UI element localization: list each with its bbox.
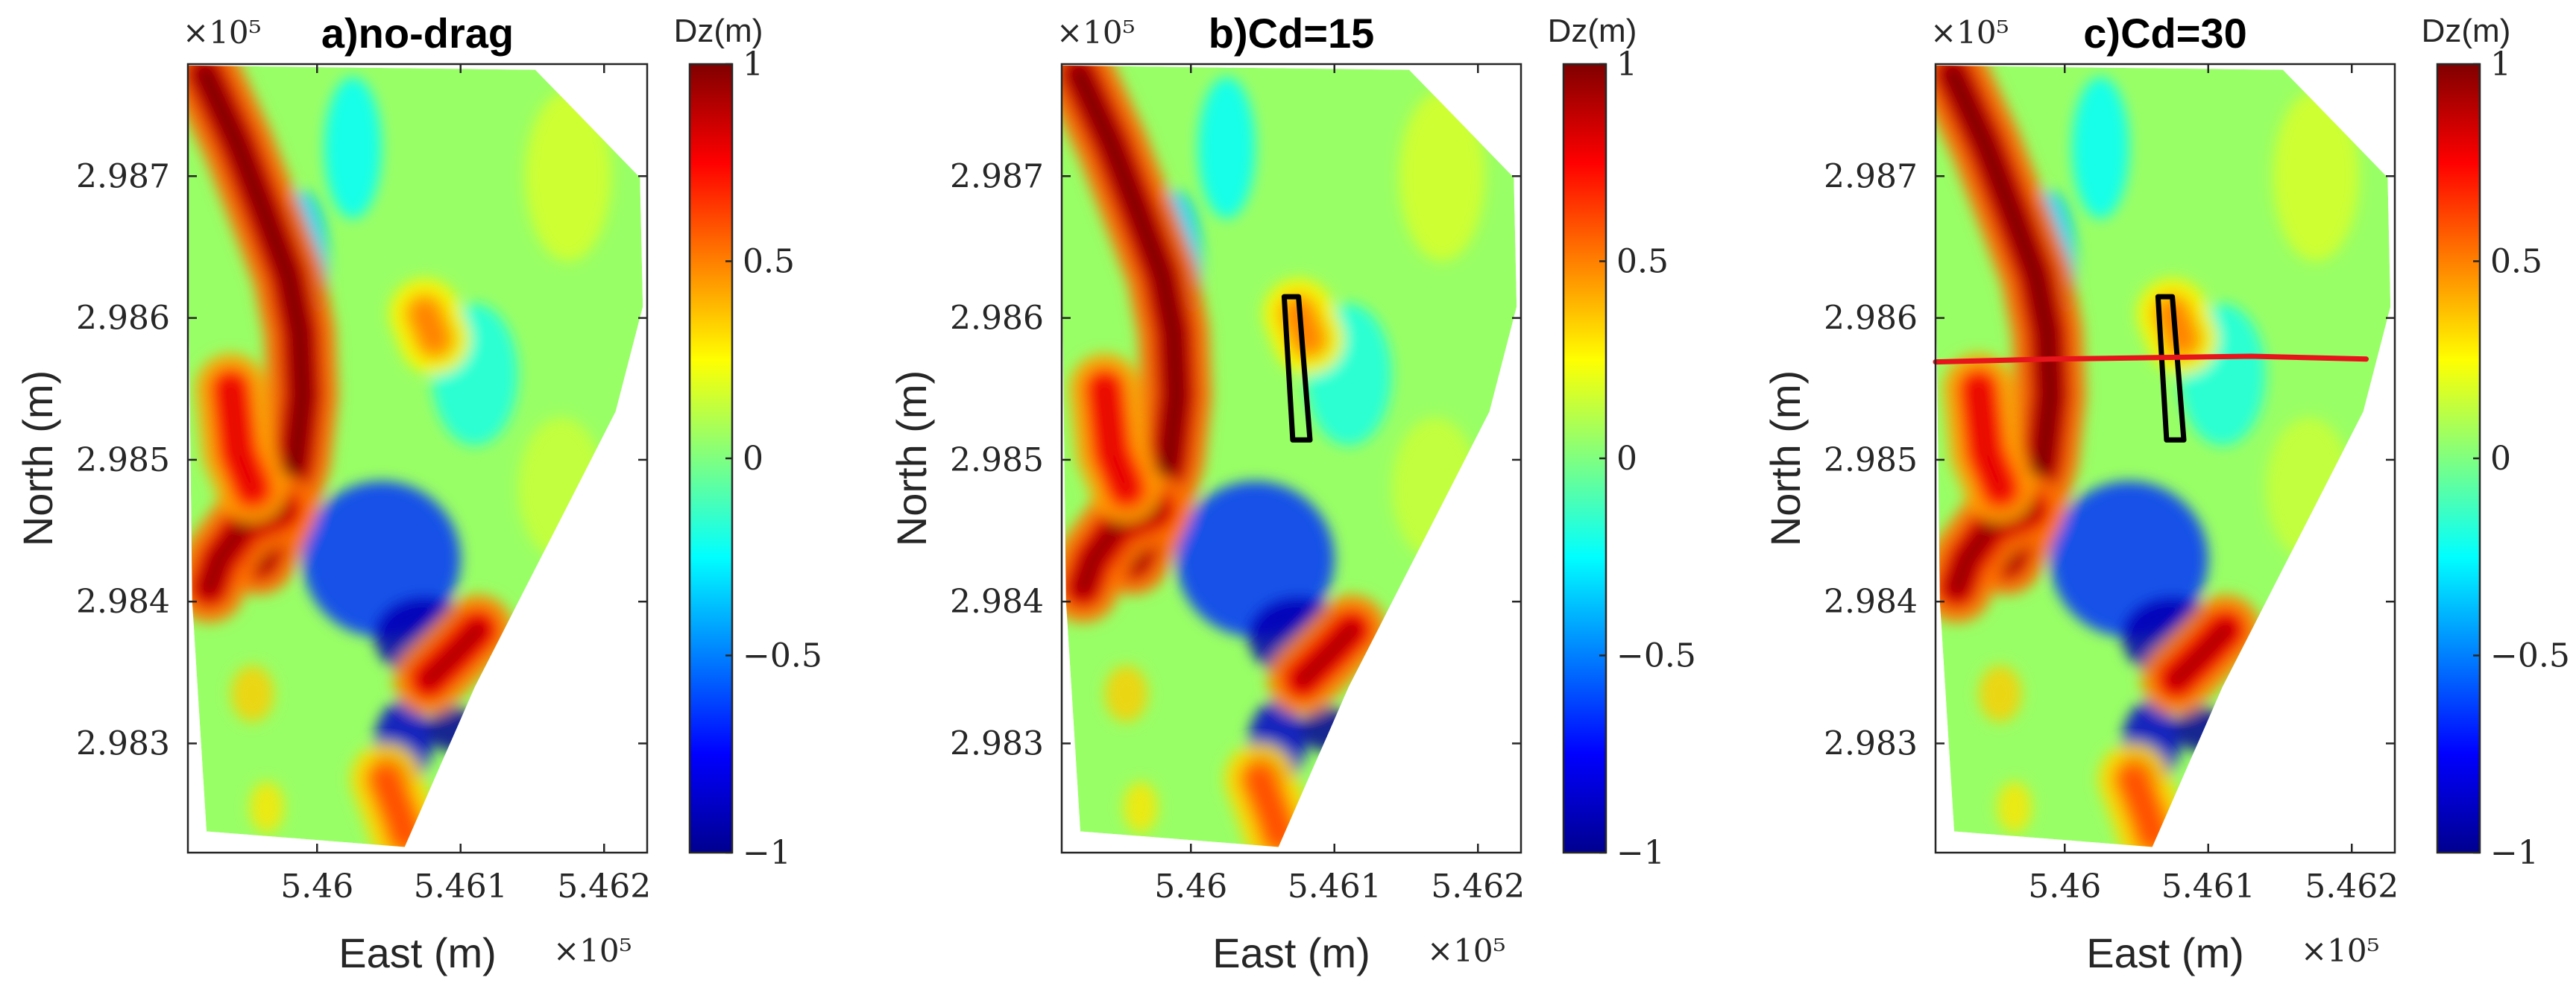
colorbar: [1562, 63, 1607, 854]
x-tick-label: 5.461: [414, 868, 508, 906]
ridge-core: [221, 379, 262, 498]
deposition-spot: [1104, 665, 1148, 722]
ridge-core: [415, 303, 445, 350]
x-tick-label: 5.46: [2028, 868, 2101, 906]
colorbar-tick-label: 1: [1616, 45, 1637, 83]
colorbar-tick-label: −0.5: [2490, 637, 2570, 675]
y-tick-label: 2.983: [76, 724, 170, 762]
y-axis-label: North (m): [1762, 370, 1809, 546]
y-tick-label: 2.987: [1824, 157, 1918, 195]
y-tick-label: 2.984: [950, 583, 1044, 621]
y-tick-label: 2.986: [950, 300, 1044, 338]
ridge-core: [2123, 769, 2164, 846]
axes-box: [1060, 63, 1522, 854]
ridge-core: [2167, 620, 2235, 689]
ridge-core: [1293, 620, 1361, 689]
erosion-zone: [1197, 77, 1256, 219]
y-tick-label: 2.986: [1824, 300, 1918, 338]
deposition-spot: [249, 781, 284, 833]
colorbar-label: Dz(m): [674, 13, 763, 49]
colorbar-tick-label: −1: [2490, 834, 2539, 872]
panel-title: a)no-drag: [321, 10, 514, 57]
colorbar-tick-label: 0.5: [1616, 243, 1669, 281]
transect-line: [1933, 353, 2369, 365]
y-exponent-label: ×10⁵: [1930, 14, 2009, 51]
panel-b-cd-15: 5.46 5.461 5.462 2.983 2.984 2.985 2.986 2.987 ×…: [888, 10, 1696, 976]
y-exponent-label: ×10⁵: [1056, 14, 1135, 51]
x-exponent-label: ×10⁵: [2301, 932, 2379, 969]
x-tick-label: 5.462: [2305, 868, 2399, 906]
erosion-zone: [2071, 77, 2129, 219]
colorbar-tick-label: 0: [743, 440, 763, 478]
colorbar-tick-label: 0: [2490, 440, 2511, 478]
ridge-core: [376, 769, 416, 846]
colorbar-tick-label: −1: [743, 834, 791, 872]
deposition-spot: [1399, 91, 1485, 262]
y-tick-label: 2.987: [76, 157, 170, 195]
y-tick-label: 2.984: [1824, 583, 1918, 621]
x-tick-label: 5.461: [1288, 868, 1382, 906]
x-axis-label: East (m): [338, 929, 497, 976]
ridge-core: [1250, 769, 1290, 846]
panel-title: b)Cd=15: [1209, 10, 1375, 57]
colorbar: [688, 63, 734, 854]
deposition-spot: [230, 665, 274, 722]
ridge-core: [419, 620, 488, 689]
deposition-spot: [1123, 781, 1158, 833]
x-exponent-label: ×10⁵: [1427, 932, 1505, 969]
x-tick-label: 5.46: [280, 868, 353, 906]
x-tick-label: 5.462: [1431, 868, 1525, 906]
colorbar: [2436, 63, 2481, 854]
y-tick-label: 2.983: [950, 724, 1044, 762]
x-tick-label: 5.462: [557, 868, 651, 906]
y-axis-label: North (m): [14, 370, 61, 546]
colorbar-tick-label: 0: [1616, 440, 1637, 478]
y-exponent-label: ×10⁵: [183, 14, 261, 51]
deposition-spot: [1978, 665, 2022, 722]
colorbar-tick-label: −0.5: [743, 637, 822, 675]
colorbar-tick-label: −0.5: [1616, 637, 1696, 675]
colorbar-label: Dz(m): [1548, 13, 1637, 49]
axes-box: [1934, 63, 2396, 854]
panel-a-no-drag: 5.46 5.461 5.462 2.983 2.984 2.985 2.986 2.987 ×…: [14, 10, 822, 976]
y-tick-label: 2.986: [76, 300, 170, 338]
x-tick-label: 5.46: [1154, 868, 1227, 906]
elevation-change-field: [188, 65, 643, 847]
vegetation-patch-outline: [1281, 294, 1313, 443]
y-tick-label: 2.985: [1824, 441, 1918, 479]
x-exponent-label: ×10⁵: [553, 932, 632, 969]
panel-title: c)Cd=30: [2083, 10, 2246, 57]
erosion-zone: [324, 77, 382, 219]
ridge-core: [1968, 379, 2010, 498]
x-axis-label: East (m): [2086, 929, 2244, 976]
ridge-core: [1095, 379, 1136, 498]
colorbar-tick-label: 0.5: [2490, 243, 2542, 281]
colorbar-tick-label: 1: [2490, 45, 2511, 83]
y-tick-label: 2.985: [950, 441, 1044, 479]
elevation-change-field: [1936, 65, 2391, 847]
colorbar-tick-label: 1: [743, 45, 763, 83]
deposition-spot: [2273, 91, 2359, 262]
vegetation-patch-outline: [2155, 294, 2187, 443]
colorbar-tick-label: −1: [1616, 834, 1665, 872]
y-tick-label: 2.984: [76, 583, 170, 621]
panel-c-cd-30: 5.46 5.461 5.462 2.983 2.984 2.985 2.986 2.987 ×…: [1762, 10, 2570, 976]
x-tick-label: 5.461: [2161, 868, 2255, 906]
x-axis-label: East (m): [1212, 929, 1370, 976]
y-tick-label: 2.985: [76, 441, 170, 479]
elevation-change-field: [1062, 65, 1517, 847]
y-axis-label: North (m): [888, 370, 935, 546]
y-tick-label: 2.983: [1824, 724, 1918, 762]
deposition-spot: [525, 91, 611, 262]
colorbar-label: Dz(m): [2422, 13, 2511, 49]
axes-box: [186, 63, 649, 854]
colorbar-tick-label: 0.5: [743, 243, 795, 281]
y-tick-label: 2.987: [950, 157, 1044, 195]
deposition-spot: [1997, 781, 2032, 833]
